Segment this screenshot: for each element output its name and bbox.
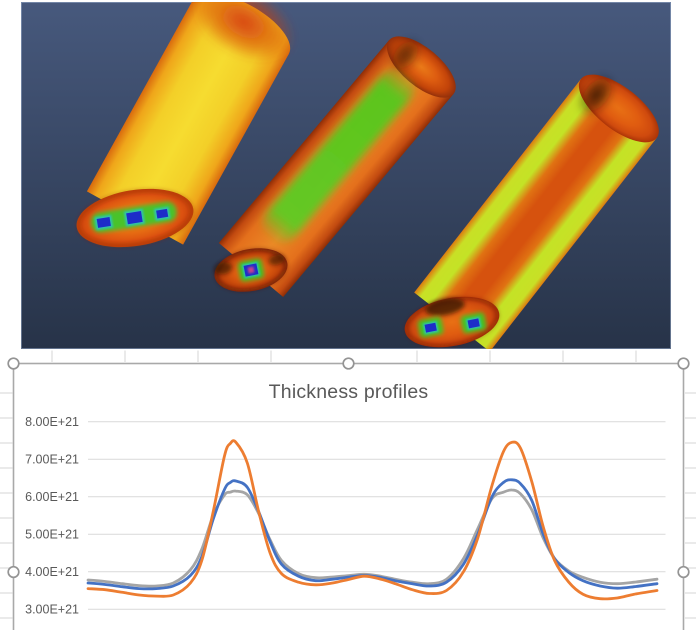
- chart-title[interactable]: Thickness profiles: [269, 381, 429, 403]
- cylinder-left: [76, 2, 296, 248]
- y-axis-label[interactable]: 7.00E+21: [25, 453, 79, 467]
- y-axis-label[interactable]: 3.00E+21: [25, 603, 79, 617]
- selection-handle-top-center[interactable]: [342, 357, 355, 370]
- selection-handle-top-right[interactable]: [677, 357, 690, 370]
- cylinder-middle-endface: [214, 248, 288, 292]
- selection-handle-middle-right[interactable]: [677, 565, 690, 579]
- selection-handles: [7, 357, 690, 579]
- cylinder-right-endface: [404, 296, 500, 348]
- cylinders-render: [21, 2, 671, 349]
- worksheet-gridline-ticks: [0, 350, 696, 619]
- render-viewport-3d[interactable]: [21, 2, 671, 349]
- series-line-orange[interactable]: [86, 439, 659, 601]
- render-border: [21, 2, 671, 349]
- chart-series-lines: [86, 439, 659, 601]
- cylinder-right: [404, 73, 659, 349]
- cylinder-middle: [214, 36, 456, 297]
- selection-handle-middle-left[interactable]: [7, 565, 20, 579]
- worksheet-area: 8.00E+21 7.00E+21 6.00E+21 5.00E+21 4.00E+21…: [0, 349, 696, 630]
- y-axis-label[interactable]: 6.00E+21: [25, 490, 79, 504]
- selection-handle-top-left[interactable]: [7, 357, 20, 370]
- y-axis-label[interactable]: 5.00E+21: [25, 528, 79, 542]
- cylinder-left-endface: [76, 188, 194, 248]
- y-axis-label[interactable]: 4.00E+21: [25, 565, 79, 579]
- chart-gridlines: [88, 421, 666, 610]
- y-axis-tick-labels: 8.00E+21 7.00E+21 6.00E+21 5.00E+21 4.00E+21…: [25, 415, 79, 617]
- y-axis-label[interactable]: 8.00E+21: [25, 415, 79, 429]
- chart-canvas: 8.00E+21 7.00E+21 6.00E+21 5.00E+21 4.00E+21…: [0, 350, 696, 630]
